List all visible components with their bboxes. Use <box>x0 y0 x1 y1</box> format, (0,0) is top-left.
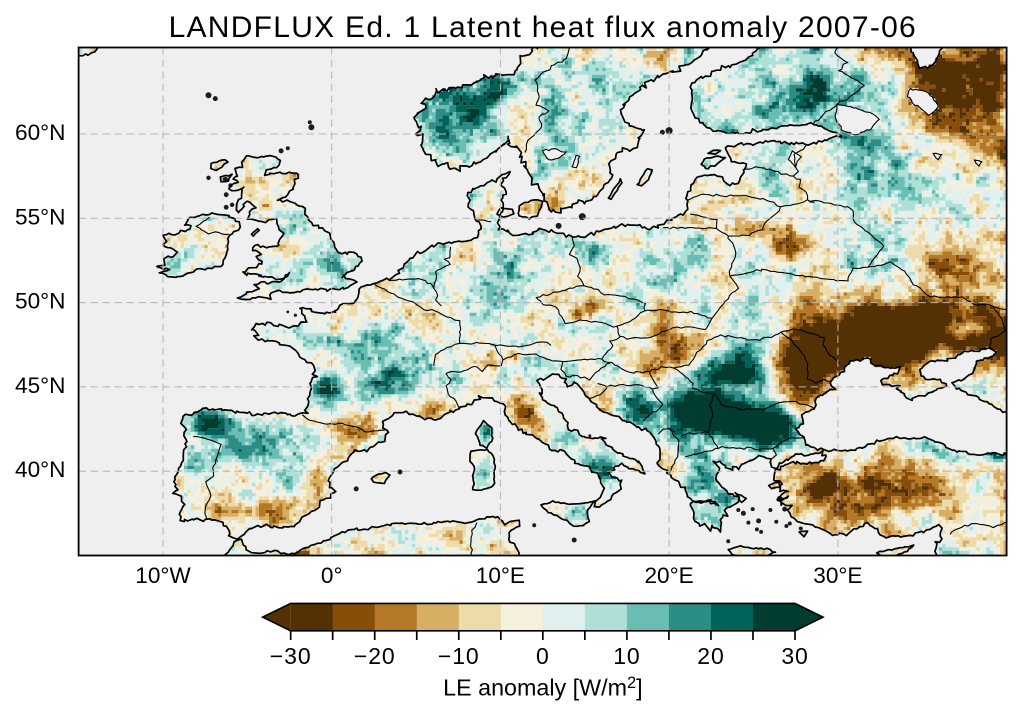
svg-text:−10: −10 <box>438 643 480 669</box>
svg-text:55°N: 55°N <box>15 204 65 229</box>
svg-text:60°N: 60°N <box>15 120 65 145</box>
svg-text:50°N: 50°N <box>15 289 65 314</box>
svg-text:10°E: 10°E <box>476 563 525 588</box>
svg-text:LE anomaly [W/m2]: LE anomaly [W/m2] <box>443 674 643 701</box>
svg-text:10°W: 10°W <box>135 563 191 588</box>
svg-text:0°: 0° <box>321 563 343 588</box>
svg-text:45°N: 45°N <box>15 373 65 398</box>
svg-text:10: 10 <box>613 643 640 669</box>
svg-text:−20: −20 <box>354 643 396 669</box>
svg-text:30: 30 <box>781 643 808 669</box>
svg-text:LANDFLUX Ed. 1 Latent heat flu: LANDFLUX Ed. 1 Latent heat flux anomaly … <box>169 11 917 44</box>
svg-text:0: 0 <box>536 643 550 669</box>
svg-text:40°N: 40°N <box>15 457 65 482</box>
svg-text:20: 20 <box>697 643 724 669</box>
svg-text:20°E: 20°E <box>644 563 693 588</box>
svg-text:−30: −30 <box>270 643 312 669</box>
svg-text:30°E: 30°E <box>813 563 862 588</box>
